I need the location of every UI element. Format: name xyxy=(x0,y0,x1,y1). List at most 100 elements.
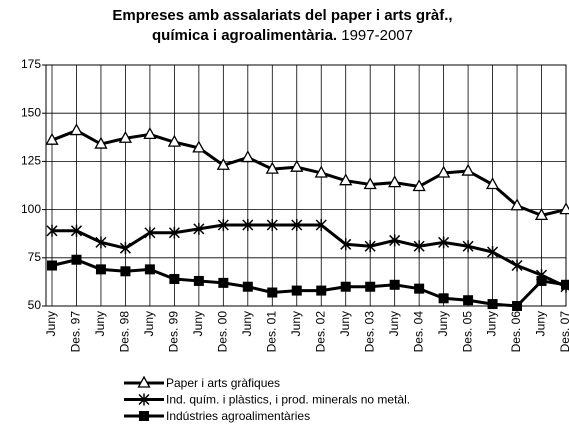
data-point xyxy=(47,260,57,271)
x-tick-label: Juny xyxy=(142,311,156,336)
legend-label: Paper i arts gràfiques xyxy=(166,376,280,390)
data-point xyxy=(413,240,425,253)
y-tick-label: 150 xyxy=(21,105,41,119)
x-tick-label: Juny xyxy=(240,311,254,336)
data-point xyxy=(95,236,107,249)
data-point xyxy=(438,236,450,249)
data-point xyxy=(437,165,451,178)
x-tick-label: Des. 04 xyxy=(411,311,425,353)
data-point xyxy=(290,159,304,172)
legend-marker xyxy=(138,393,150,406)
data-point xyxy=(340,238,352,251)
data-point xyxy=(69,123,84,136)
data-point xyxy=(118,130,133,143)
data-point xyxy=(265,161,279,174)
data-point xyxy=(364,240,376,253)
series-line xyxy=(51,258,567,308)
data-point xyxy=(412,179,426,192)
data-point xyxy=(45,132,59,145)
x-tick-label: Des. 05 xyxy=(460,311,474,353)
data-point xyxy=(511,259,523,272)
data-point xyxy=(241,150,255,163)
data-point xyxy=(438,293,449,304)
data-point xyxy=(485,177,500,190)
x-tick-label: Juny xyxy=(93,311,107,336)
data-point xyxy=(314,165,328,178)
data-point xyxy=(144,264,155,275)
data-point xyxy=(120,266,131,277)
data-point xyxy=(168,226,180,239)
x-tick-label: Juny xyxy=(485,311,499,336)
legend-marker xyxy=(139,411,149,421)
x-tick-label: Juny xyxy=(436,311,450,336)
data-point xyxy=(167,134,181,147)
data-point xyxy=(218,277,229,288)
plot-area xyxy=(45,64,567,307)
y-tick-label: 175 xyxy=(21,57,41,71)
x-tick-label: Des. 07 xyxy=(558,311,569,353)
legend-label: Indústries agroalimentàries xyxy=(166,409,310,423)
data-point xyxy=(169,274,180,285)
data-point xyxy=(561,279,569,290)
data-point xyxy=(315,219,327,232)
data-point xyxy=(463,295,474,306)
title-years: 1997-2007 xyxy=(341,27,413,44)
x-tick-label: Juny xyxy=(338,311,352,336)
y-tick-label: 100 xyxy=(21,202,41,216)
data-point xyxy=(71,254,82,265)
data-point xyxy=(291,285,302,296)
data-point xyxy=(193,275,204,286)
y-tick-label: 75 xyxy=(28,250,42,264)
data-point xyxy=(217,219,229,232)
data-point xyxy=(512,301,523,311)
series-line xyxy=(51,128,567,217)
data-point xyxy=(487,299,498,310)
data-point xyxy=(291,219,303,232)
data-point xyxy=(267,287,278,298)
data-point xyxy=(94,136,108,149)
data-point xyxy=(144,226,156,239)
data-point xyxy=(119,242,131,255)
data-point xyxy=(365,281,376,292)
data-point xyxy=(193,222,205,235)
data-point xyxy=(462,240,474,253)
y-tick-label: 50 xyxy=(28,298,42,312)
data-point xyxy=(192,140,206,153)
x-tick-label: Des. 01 xyxy=(264,311,278,353)
x-tick-label: Juny xyxy=(289,311,303,336)
data-point xyxy=(340,281,351,292)
data-point xyxy=(242,219,254,232)
data-point xyxy=(143,127,157,140)
data-point xyxy=(242,281,253,292)
data-point xyxy=(389,279,400,290)
data-point xyxy=(216,157,230,170)
data-point xyxy=(95,264,106,275)
data-point xyxy=(70,224,83,237)
data-point xyxy=(388,175,402,188)
data-point xyxy=(534,208,549,221)
legend-marker xyxy=(137,375,151,388)
data-point xyxy=(510,198,524,211)
x-tick-label: Juny xyxy=(191,311,205,336)
x-tick-label: Des. 98 xyxy=(118,311,132,353)
x-tick-label: Des. 06 xyxy=(509,311,523,353)
data-point xyxy=(339,173,353,186)
data-point xyxy=(487,246,499,259)
x-tick-label: Juny xyxy=(387,311,401,336)
data-point xyxy=(363,177,377,190)
x-tick-label: Des. 00 xyxy=(216,311,230,353)
y-tick-label: 125 xyxy=(21,154,41,168)
chart-title: Empreses amb assalariats del paper i art… xyxy=(90,6,475,46)
x-tick-label: Des. 02 xyxy=(313,311,327,353)
legend-label: Ind. quím. i plàstics, i prod. minerals … xyxy=(166,393,410,407)
data-point xyxy=(414,283,425,294)
x-tick-label: Juny xyxy=(534,311,548,336)
x-tick-label: Juny xyxy=(44,311,58,336)
data-point xyxy=(46,224,58,237)
data-point xyxy=(461,163,475,176)
title-main: Empreses amb assalariats del paper i art… xyxy=(112,7,453,44)
series-line xyxy=(52,223,567,289)
x-tick-label: Des. 03 xyxy=(362,311,376,353)
